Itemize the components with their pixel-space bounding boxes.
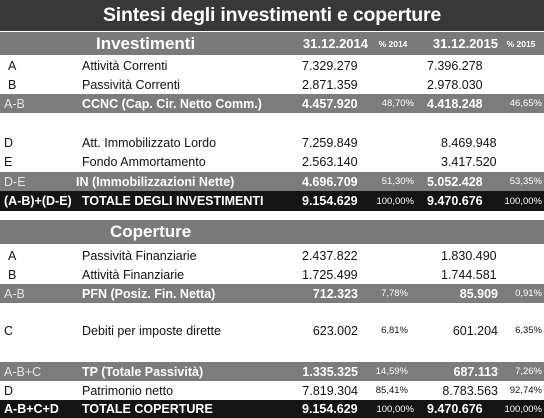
- table-title-bar: Sintesi degli investimenti e coperture: [0, 0, 544, 31]
- row-description: CCNC (Cap. Cir. Netto Comm.): [82, 96, 262, 111]
- table-row: D Att. Immobilizzato Lordo 7.259.849 8.4…: [0, 133, 544, 152]
- coperture-header: Coperture: [0, 220, 544, 244]
- value-2015: 687.113: [453, 364, 499, 379]
- value-2014: 4.696.709: [302, 174, 358, 189]
- value-2015: 85.909: [459, 286, 498, 301]
- total-row-investimenti: (A-B)+(D-E) TOTALE DEGLI INVESTIMENTI 9.…: [0, 191, 544, 211]
- subtotal-row-ccnc: A-B CCNC (Cap. Cir. Netto Comm.) 4.457.9…: [0, 94, 544, 113]
- value-2015: 9.470.676: [427, 402, 483, 416]
- value-2014: 7.819.304: [302, 383, 358, 398]
- value-2015: 8.469.948: [441, 135, 497, 150]
- column-header-date-2015: 31.12.2015: [432, 36, 498, 51]
- row-code: D: [4, 135, 14, 150]
- value-2014: 9.154.629: [302, 194, 358, 208]
- row-code: A-B+C+D: [4, 402, 59, 416]
- value-2014: 2.563.140: [302, 154, 358, 169]
- table-title: Sintesi degli investimenti e coperture: [102, 4, 442, 26]
- table-row: D Patrimonio netto 7.819.304 85,41% 8.78…: [0, 381, 544, 400]
- column-header-pct-2014: % 2014: [378, 38, 408, 49]
- value-2015: 7.396.278: [427, 58, 483, 73]
- row-description: Passività Finanziarie: [82, 248, 197, 263]
- row-description: Debiti per imposte dirette: [82, 323, 221, 338]
- table-row: B Passività Correnti 2.871.359 2.978.030: [0, 75, 544, 94]
- value-2015: 1.830.490: [441, 248, 497, 263]
- value-2014: 623.002: [312, 323, 358, 338]
- value-2015: 2.978.030: [427, 77, 483, 92]
- table-row: A Passività Finanziarie 2.437.822 1.830.…: [0, 246, 544, 265]
- percent-2014: 85,41%: [375, 385, 408, 396]
- value-2015: 1.744.581: [441, 267, 497, 282]
- table-row: A Attività Correnti 7.329.279 7.396.278: [0, 56, 544, 75]
- section-title-coperture: Coperture: [110, 222, 192, 241]
- percent-2015: 53,35%: [509, 176, 542, 187]
- row-description: Patrimonio netto: [82, 383, 174, 398]
- row-code: A-B+C: [4, 364, 42, 379]
- row-code: A-B: [4, 96, 25, 111]
- value-2015: 5.052.428: [427, 174, 483, 189]
- row-description: Attività Finanziarie: [82, 267, 185, 282]
- percent-2015: 100,00%: [504, 403, 542, 415]
- row-description: IN (Immobilizzazioni Nette): [76, 174, 235, 189]
- row-description: TOTALE COPERTURE: [82, 402, 213, 416]
- row-code: E: [4, 154, 13, 169]
- percent-2014: 48,70%: [381, 98, 414, 109]
- value-2015: 8.783.563: [442, 383, 498, 398]
- value-2014: 1.725.499: [302, 267, 358, 282]
- percent-2014: 14,59%: [375, 366, 408, 377]
- percent-2015: 7,26%: [515, 366, 542, 377]
- percent-2014: 100,00%: [376, 403, 414, 415]
- percent-2015: 6,35%: [515, 325, 542, 336]
- section-title-investimenti: Investimenti: [96, 33, 196, 53]
- row-description: TOTALE DEGLI INVESTIMENTI: [82, 194, 264, 208]
- row-code: C: [4, 323, 14, 338]
- row-code: B: [8, 267, 17, 282]
- value-2014: 2.437.822: [302, 248, 358, 263]
- row-code: (A-B)+(D-E): [4, 194, 72, 208]
- value-2014: 1.335.325: [302, 364, 358, 379]
- value-2015: 4.418.248: [427, 96, 483, 111]
- value-2015: 3.417.520: [441, 154, 497, 169]
- row-code: D-E: [4, 174, 26, 189]
- subtotal-row-pfn: A-B PFN (Posiz. Fin. Netta) 712.323 7,78…: [0, 284, 544, 303]
- column-header-pct-2015: % 2015: [506, 38, 536, 49]
- column-header-date-2014: 31.12.2014: [302, 36, 368, 51]
- value-2014: 7.259.849: [302, 135, 358, 150]
- percent-2015: 92,74%: [509, 385, 542, 396]
- row-description: Passività Correnti: [82, 77, 180, 92]
- total-row-coperture: A-B+C+D TOTALE COPERTURE 9.154.629 100,0…: [0, 400, 544, 418]
- value-2014: 712.323: [312, 286, 358, 301]
- value-2014: 2.871.359: [302, 77, 358, 92]
- table-row: C Debiti per imposte dirette 623.002 6,8…: [0, 321, 544, 340]
- row-code: A: [8, 58, 17, 73]
- percent-2014: 51,30%: [381, 176, 414, 187]
- row-code: A: [8, 248, 17, 263]
- percent-2015: 46,65%: [509, 98, 542, 109]
- value-2015: 9.470.676: [427, 194, 483, 208]
- row-description: PFN (Posiz. Fin. Netta): [82, 286, 216, 301]
- investimenti-header: Investimenti 31.12.2014 % 2014 31.12.201…: [0, 32, 544, 55]
- row-code: A-B: [4, 286, 25, 301]
- row-code: D: [4, 383, 14, 398]
- value-2014: 4.457.920: [302, 96, 358, 111]
- percent-2014: 100,00%: [376, 195, 414, 207]
- percent-2014: 6,81%: [381, 325, 408, 336]
- row-description: TP (Totale Passività): [82, 364, 204, 379]
- row-description: Attività Correnti: [82, 58, 168, 73]
- percent-2015: 0,91%: [515, 288, 542, 299]
- percent-2015: 100,00%: [504, 195, 542, 207]
- row-description: Fondo Ammortamento: [82, 154, 206, 169]
- percent-2014: 7,78%: [381, 288, 408, 299]
- value-2015: 601.204: [452, 323, 498, 338]
- row-code: B: [8, 77, 17, 92]
- subtotal-row-in: D-E IN (Immobilizzazioni Nette) 4.696.70…: [0, 172, 544, 191]
- value-2014: 9.154.629: [302, 402, 358, 416]
- value-2014: 7.329.279: [302, 58, 358, 73]
- subtotal-row-tp: A-B+C TP (Totale Passività) 1.335.325 14…: [0, 362, 544, 381]
- row-description: Att. Immobilizzato Lordo: [82, 135, 217, 150]
- table-row: B Attività Finanziarie 1.725.499 1.744.5…: [0, 265, 544, 284]
- table-row: E Fondo Ammortamento 2.563.140 3.417.520: [0, 152, 544, 171]
